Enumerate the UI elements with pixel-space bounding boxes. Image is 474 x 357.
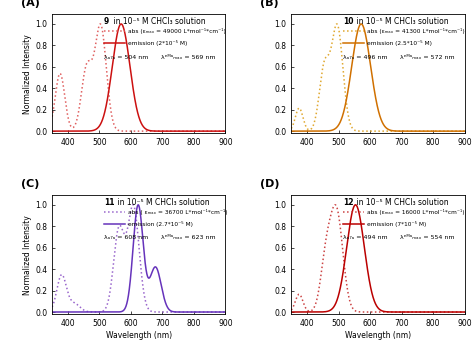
Text: λₐ₇ₐ = 504 nm: λₐ₇ₐ = 504 nm <box>104 55 148 60</box>
X-axis label: Wavelength (nm): Wavelength (nm) <box>345 331 411 340</box>
Text: 11: 11 <box>104 197 115 207</box>
Y-axis label: Normalized Intensity: Normalized Intensity <box>23 34 32 114</box>
Text: emission (2.7*10⁻⁵ M): emission (2.7*10⁻⁵ M) <box>128 221 193 227</box>
Text: in 10⁻⁵ M CHCl₃ solution: in 10⁻⁵ M CHCl₃ solution <box>354 197 448 207</box>
Text: (D): (D) <box>260 179 280 189</box>
Text: 9: 9 <box>104 17 109 26</box>
X-axis label: Wavelength (nm): Wavelength (nm) <box>106 331 172 340</box>
Text: abs ( εₘₐₓ = 36700 L*mol⁻¹*cm⁻¹): abs ( εₘₐₓ = 36700 L*mol⁻¹*cm⁻¹) <box>128 209 228 215</box>
Text: λₐ₇ₐ = 608 nm: λₐ₇ₐ = 608 nm <box>104 236 148 241</box>
Text: emission (7*10⁻⁵ M): emission (7*10⁻⁵ M) <box>367 221 427 227</box>
Text: λᵉᴹᵃₘₐₓ = 569 nm: λᵉᴹᵃₘₐₓ = 569 nm <box>161 55 216 60</box>
Text: abs (εₘₐₓ = 49000 L*mol⁻¹*cm⁻¹): abs (εₘₐₓ = 49000 L*mol⁻¹*cm⁻¹) <box>128 28 226 34</box>
Text: λₐ₇ₐ = 494 nm: λₐ₇ₐ = 494 nm <box>343 236 388 241</box>
Text: λᵉᴹᵃₘₐₓ = 554 nm: λᵉᴹᵃₘₐₓ = 554 nm <box>401 236 455 241</box>
Text: (C): (C) <box>21 179 39 189</box>
Text: 10: 10 <box>343 17 354 26</box>
Text: (A): (A) <box>21 0 40 8</box>
Text: in 10⁻⁵ M CHCl₃ solution: in 10⁻⁵ M CHCl₃ solution <box>115 197 209 207</box>
Text: λᵉᴹᵃₘₐₓ = 623 nm: λᵉᴹᵃₘₐₓ = 623 nm <box>161 236 216 241</box>
Text: abs (εₘₐₓ = 41300 L*mol⁻¹*cm⁻¹): abs (εₘₐₓ = 41300 L*mol⁻¹*cm⁻¹) <box>367 28 465 34</box>
Text: λₐ₇ₐ = 496 nm: λₐ₇ₐ = 496 nm <box>343 55 388 60</box>
Text: abs (εₘₐₓ = 16000 L*mol⁻¹*cm⁻¹): abs (εₘₐₓ = 16000 L*mol⁻¹*cm⁻¹) <box>367 209 465 215</box>
Text: emission (2*10⁻⁵ M): emission (2*10⁻⁵ M) <box>128 40 188 46</box>
Text: 12: 12 <box>343 197 354 207</box>
Text: (B): (B) <box>260 0 279 8</box>
Text: in 10⁻⁵ M CHCl₃ solution: in 10⁻⁵ M CHCl₃ solution <box>111 17 206 26</box>
Text: λᵉᴹᵃₘₐₓ = 572 nm: λᵉᴹᵃₘₐₓ = 572 nm <box>401 55 455 60</box>
Text: emission (2.5*10⁻⁵ M): emission (2.5*10⁻⁵ M) <box>367 40 432 46</box>
Y-axis label: Normalized Intensity: Normalized Intensity <box>23 215 32 295</box>
Text: in 10⁻⁵ M CHCl₃ solution: in 10⁻⁵ M CHCl₃ solution <box>354 17 448 26</box>
